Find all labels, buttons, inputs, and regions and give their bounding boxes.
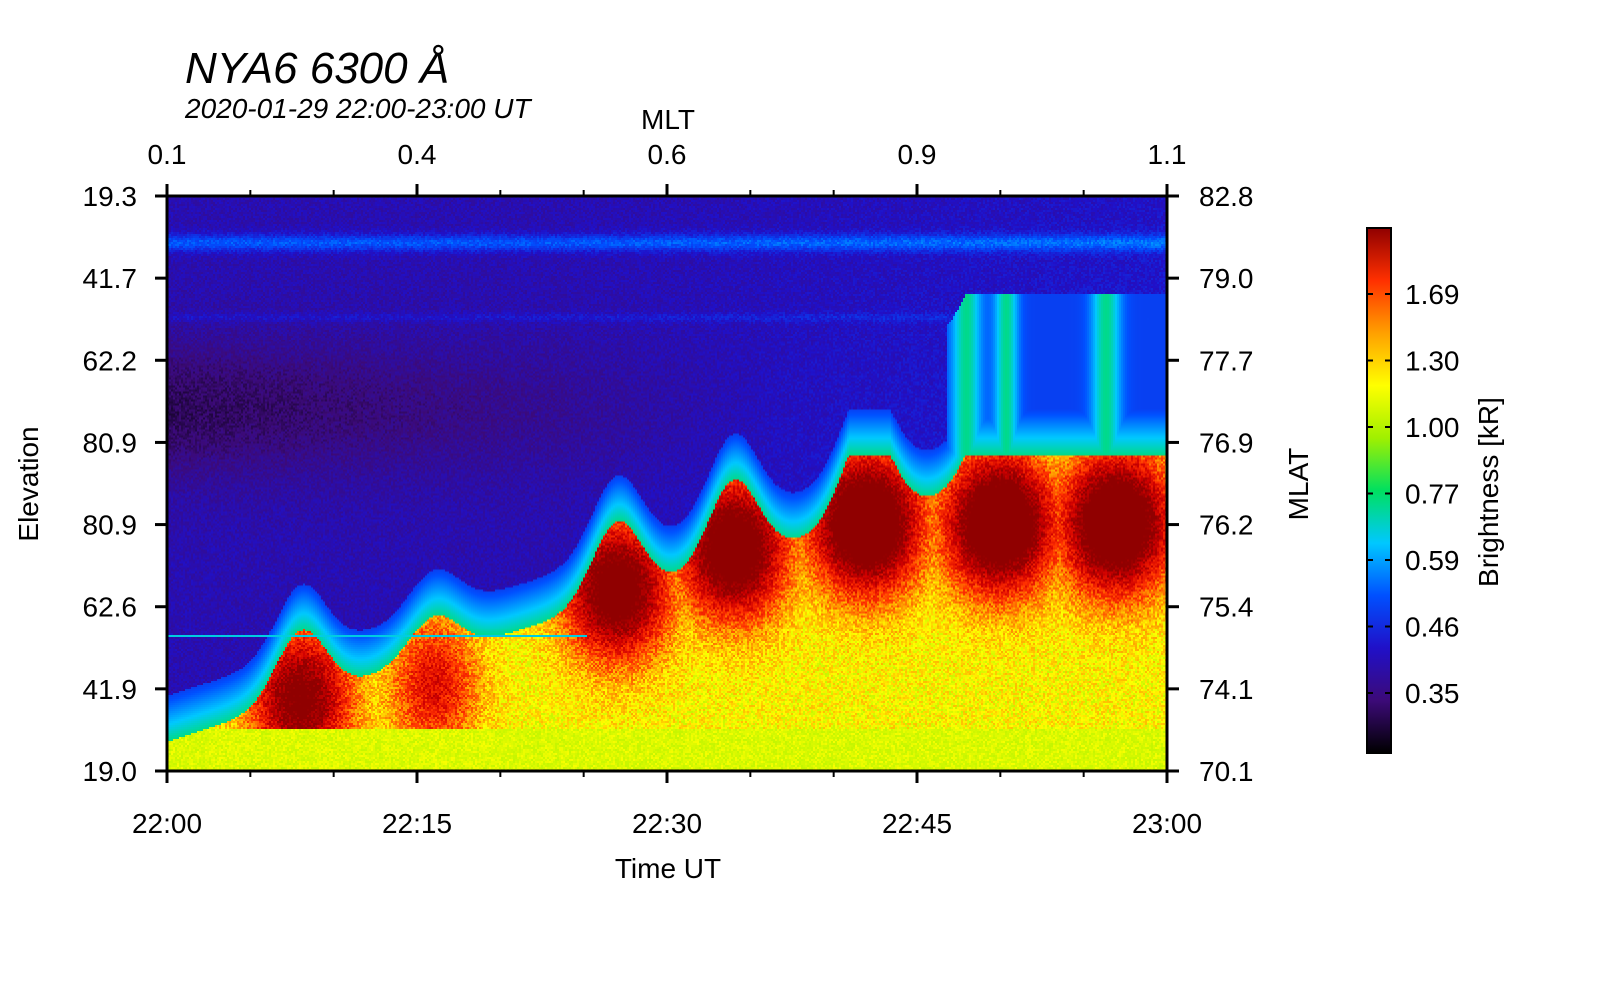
right-tick-label: 76.9 [1199,427,1254,458]
chart-subtitle: 2020-01-29 22:00-23:00 UT [185,93,531,124]
y-tick-label: 62.6 [83,592,138,623]
y-tick-label: 62.2 [83,345,138,376]
y-tick-label: 80.9 [83,427,138,458]
colorbar-tick-label: 1.30 [1405,346,1460,377]
top-tick-label: 1.1 [1148,139,1187,170]
x-tick-label: 22:00 [132,808,202,839]
right-axis-label: MLAT [1283,448,1314,521]
x-tick-label: 23:00 [1132,808,1202,839]
chart-title: NYA6 6300 Å [185,44,450,93]
colorbar-tick-label: 0.35 [1405,678,1460,709]
right-tick-label: 77.7 [1199,345,1254,376]
y-tick-label: 80.9 [83,510,138,541]
top-tick-label: 0.1 [148,139,187,170]
y-tick-label: 41.7 [83,263,138,294]
right-tick-label: 82.8 [1199,181,1254,212]
x-tick-label: 22:30 [632,808,702,839]
top-tick-label: 0.9 [898,139,937,170]
colorbar-ticks: 1.69 1.30 1.00 0.77 0.59 0.46 0.35 [1367,279,1460,709]
y-tick-label: 19.3 [83,181,138,212]
right-tick-label: 79.0 [1199,263,1254,294]
right-tick-label: 74.1 [1199,674,1254,705]
heatmap-area [167,196,1167,771]
colorbar-tick-label: 1.00 [1405,412,1460,443]
top-tick-label: 0.4 [398,139,437,170]
x-axis-label: Time UT [615,853,721,884]
colorbar-tick-label: 0.46 [1405,612,1460,643]
y-axis-label: Elevation [13,426,44,541]
x-tick-label: 22:15 [382,808,452,839]
x-tick-label: 22:45 [882,808,952,839]
y-tick-label: 19.0 [83,756,138,787]
colorbar-tick-label: 0.77 [1405,479,1460,510]
top-axis-label: MLT [641,104,695,135]
top-tick-label: 0.6 [648,139,687,170]
colorbar-tick-label: 1.69 [1405,279,1460,310]
right-tick-label: 70.1 [1199,756,1254,787]
colorbar-label: Brightness [kR] [1473,397,1504,587]
right-tick-label: 76.2 [1199,510,1254,541]
y-tick-label: 41.9 [83,674,138,705]
axis-ticks: 22:00 0.1 22:15 0.4 22:30 0.6 22:45 0.9 23:00 1.1… [83,139,1254,839]
colorbar [1366,227,1392,754]
colorbar-tick-label: 0.59 [1405,545,1460,576]
right-tick-label: 75.4 [1199,592,1254,623]
